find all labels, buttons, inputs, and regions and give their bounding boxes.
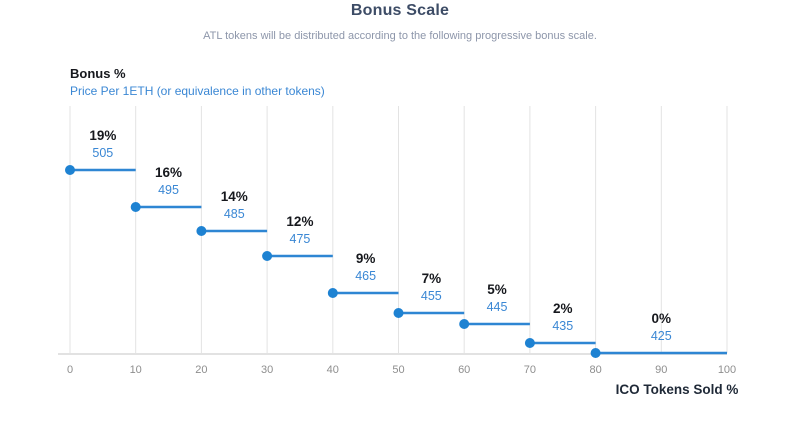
x-tick-label: 50: [392, 364, 404, 376]
x-tick-label: 10: [130, 364, 142, 376]
price-label: 485: [224, 207, 245, 221]
x-tick-label: 20: [195, 364, 207, 376]
price-label: 455: [421, 289, 442, 303]
legend-price-label: Price Per 1ETH (or equivalence in other …: [70, 83, 325, 98]
data-point: [327, 288, 338, 298]
bonus-percent-label: 7%: [422, 271, 442, 286]
bonus-percent-label: 2%: [553, 301, 573, 316]
data-point: [590, 348, 601, 358]
price-label: 475: [290, 232, 311, 246]
price-label: 435: [552, 319, 573, 333]
data-point: [130, 202, 141, 212]
x-tick-label: 80: [589, 364, 601, 376]
x-tick-label: 70: [524, 364, 536, 376]
x-tick-label: 60: [458, 364, 470, 376]
price-label: 505: [92, 146, 113, 160]
data-point: [196, 226, 207, 236]
bonus-percent-label: 14%: [221, 189, 248, 204]
bonus-percent-label: 16%: [155, 165, 182, 180]
price-label: 465: [355, 269, 376, 283]
x-tick-label: 30: [261, 364, 273, 376]
bonus-percent-label: 19%: [89, 128, 116, 143]
price-label: 445: [487, 300, 508, 314]
page-title: Bonus Scale: [350, 2, 450, 19]
data-point: [262, 251, 273, 261]
x-tick-label: 40: [327, 364, 339, 376]
x-tick-label: 0: [67, 364, 73, 376]
bonus-percent-label: 12%: [286, 214, 313, 229]
page-subtitle: ATL tokens will be distributed according…: [203, 30, 597, 42]
data-point: [393, 308, 404, 318]
price-label: 425: [651, 329, 672, 343]
price-label: 495: [158, 183, 179, 197]
x-axis-title: ICO Tokens Sold %: [615, 382, 739, 397]
x-tick-label: 100: [718, 364, 736, 376]
data-point: [459, 319, 470, 329]
chart-legend: Bonus % Price Per 1ETH (or equivalence i…: [70, 65, 325, 99]
legend-bonus-label: Bonus %: [70, 66, 126, 81]
data-point: [524, 338, 535, 348]
bonus-percent-label: 0%: [652, 311, 672, 326]
x-tick-label: 90: [655, 364, 667, 376]
bonus-percent-label: 5%: [487, 282, 507, 297]
data-point: [65, 165, 75, 175]
bonus-percent-label: 9%: [356, 251, 376, 266]
